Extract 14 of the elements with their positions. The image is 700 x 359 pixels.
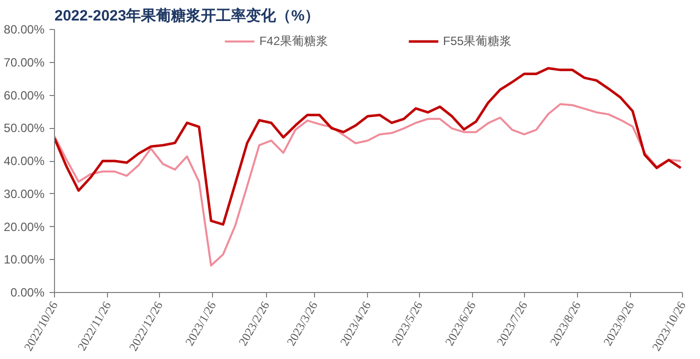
line-series [54, 103, 682, 267]
y-tick-label: 0.00% [10, 286, 45, 300]
legend-label: F55果葡糖浆 [443, 32, 512, 50]
y-tick-label: 60.00% [4, 88, 45, 102]
y-tick-label: 50.00% [4, 121, 45, 136]
y-tick-label: 30.00% [4, 186, 45, 201]
chart-title: 2022-2023年果葡糖浆开工率变化（%） [54, 6, 320, 24]
y-tick-label: 40.00% [4, 154, 45, 168]
legend-label: F42果葡糖浆 [259, 32, 328, 50]
y-tick-label: 20.00% [4, 220, 45, 234]
y-tick-label: 80.00% [4, 22, 45, 36]
y-tick-label: 70.00% [4, 55, 45, 70]
line-series [54, 67, 682, 226]
y-tick-label: 10.00% [4, 252, 45, 267]
